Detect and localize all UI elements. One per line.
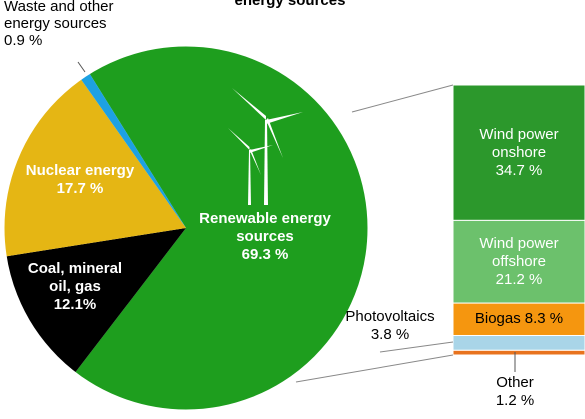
pie-slice bbox=[3, 79, 187, 257]
pie-slice bbox=[80, 73, 186, 228]
label-part: Other bbox=[496, 374, 534, 391]
bar-segment bbox=[452, 84, 585, 221]
pie-outline bbox=[3, 45, 369, 411]
label-part: Coal, mineral oil, gas bbox=[27, 260, 123, 295]
label-part: 3.8 % bbox=[370, 326, 410, 343]
label-part: 69.3 % bbox=[241, 246, 289, 263]
label-part: 12.1% bbox=[53, 296, 97, 313]
label-part: 0.9 % bbox=[4, 32, 43, 49]
bar-segment bbox=[452, 302, 585, 336]
segment-label: Other 1.2 % bbox=[470, 374, 560, 410]
segment-label: Biogas 8.3 % bbox=[453, 310, 585, 328]
slice-label: Renewable energy sources 69.3 % bbox=[180, 210, 350, 264]
chart-title: energy sources bbox=[234, 0, 346, 9]
segment-label: Photovoltaics 3.8 % bbox=[330, 308, 450, 344]
label-part: 8.3 % bbox=[524, 310, 564, 328]
segment-label: Wind power onshore 34.7 % bbox=[453, 126, 585, 180]
label-part: Renewable energy sources bbox=[199, 210, 331, 245]
label-part: Nuclear energy bbox=[25, 162, 135, 179]
label-part: Waste and other energy sources bbox=[4, 0, 114, 32]
slice-label: Nuclear energy 17.7 % bbox=[10, 162, 150, 198]
label-part: Biogas bbox=[474, 310, 521, 328]
bar-segment bbox=[452, 219, 585, 304]
leader-line bbox=[77, 61, 86, 73]
bar-segment bbox=[452, 349, 585, 356]
label-part: 1.2 % bbox=[495, 392, 535, 409]
label-part: 21.2 % bbox=[495, 270, 543, 288]
slice-label: Waste and other energy sources 0.9 % bbox=[4, 0, 129, 49]
label-part: Photovoltaics bbox=[345, 308, 435, 325]
label-part: 17.7 % bbox=[56, 180, 104, 197]
label-part: 34.7 % bbox=[495, 161, 543, 179]
segment-label: Wind power offshore 21.2 % bbox=[453, 235, 585, 289]
leader-line bbox=[379, 341, 454, 353]
wind-turbine-icon bbox=[228, 88, 303, 205]
pie-slice bbox=[75, 45, 369, 410]
pie-slice bbox=[6, 228, 187, 373]
label-part: Wind power offshore bbox=[479, 234, 559, 270]
connector bbox=[295, 354, 454, 383]
label-part: Wind power onshore bbox=[479, 125, 559, 161]
slice-label: Coal, mineral oil, gas 12.1% bbox=[20, 260, 130, 314]
bar-segment bbox=[452, 334, 585, 351]
connector bbox=[351, 84, 454, 113]
